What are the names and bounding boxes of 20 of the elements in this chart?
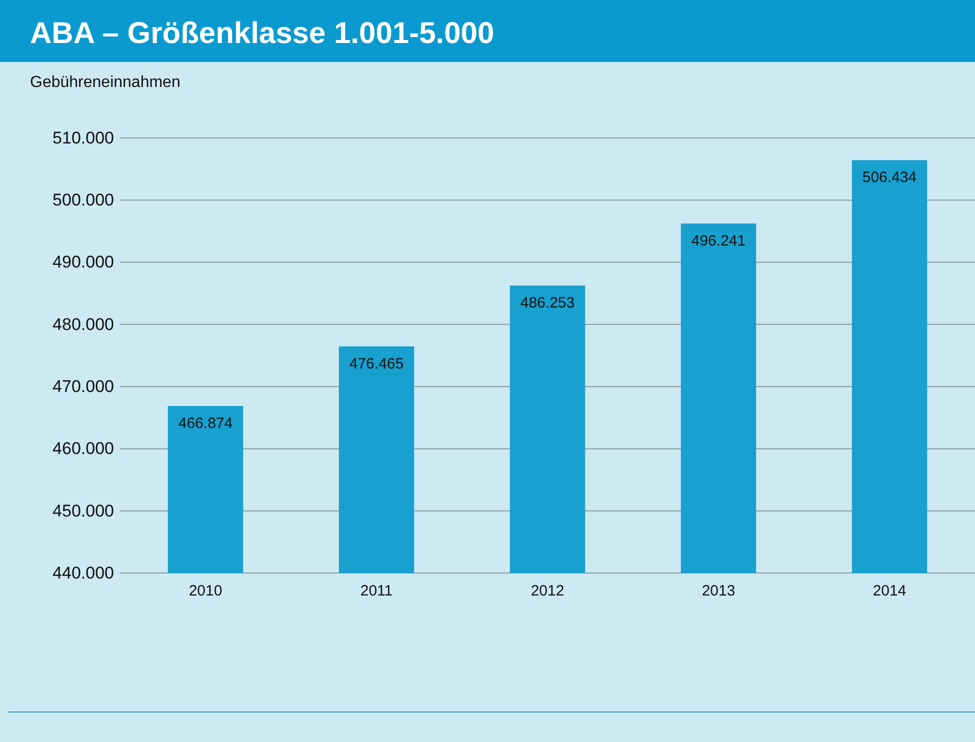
y-tick-label: 510.000 <box>52 128 114 148</box>
x-tick-label: 2010 <box>188 582 222 600</box>
y-tick-label: 490.000 <box>52 252 114 272</box>
data-label: 476.465 <box>349 355 404 372</box>
x-tick-label: 2011 <box>360 582 393 600</box>
data-label: 496.241 <box>691 232 746 250</box>
data-label: 506.434 <box>862 169 917 186</box>
x-tick-label: 2012 <box>530 582 564 600</box>
chart-title: ABA – Größenklasse 1.001-5.000 <box>30 17 494 50</box>
x-tick-label: 2014 <box>872 582 906 600</box>
y-tick-label: 460.000 <box>52 439 114 458</box>
y-tick-label: 440.000 <box>52 563 114 582</box>
y-tick-label: 450.000 <box>52 501 114 520</box>
data-label: 466.874 <box>178 414 233 432</box>
x-tick-label: 2013 <box>702 582 736 600</box>
y-tick-label: 500.000 <box>52 190 114 210</box>
y-tick-label: 480.000 <box>52 314 114 334</box>
data-label: 486.253 <box>520 294 575 312</box>
y-tick-label: 470.000 <box>52 377 114 396</box>
y-axis-title: Gebühreneinnahmen <box>30 74 180 91</box>
